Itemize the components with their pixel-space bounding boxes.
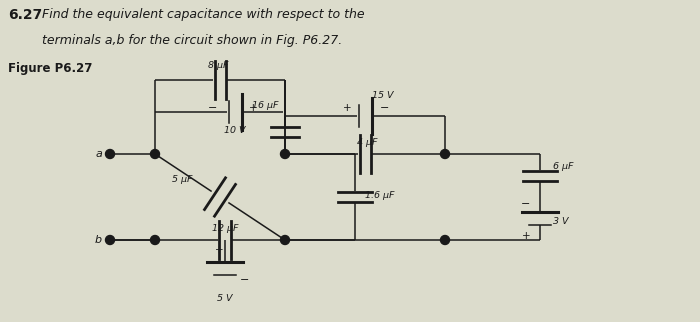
Circle shape (440, 235, 449, 244)
Text: 16 μF: 16 μF (253, 101, 279, 110)
Text: 5 V: 5 V (217, 294, 232, 303)
Text: +: + (522, 231, 531, 241)
Text: −: − (522, 199, 531, 209)
Text: +: + (343, 103, 351, 113)
Text: Find the equivalent capacitance with respect to the: Find the equivalent capacitance with res… (42, 8, 365, 21)
Text: 1.6 μF: 1.6 μF (365, 191, 395, 200)
Text: −: − (209, 103, 218, 113)
Circle shape (150, 149, 160, 158)
Text: Figure P6.27: Figure P6.27 (8, 62, 92, 75)
Text: 10 V: 10 V (224, 126, 246, 135)
Text: 8 μF: 8 μF (208, 61, 228, 70)
Circle shape (440, 149, 449, 158)
Text: b: b (95, 235, 102, 245)
Text: a: a (95, 149, 102, 159)
Circle shape (106, 235, 115, 244)
Text: terminals a,b for the circuit shown in Fig. P6.27.: terminals a,b for the circuit shown in F… (42, 34, 342, 47)
Text: 5 μF: 5 μF (172, 175, 193, 184)
Text: 12 μF: 12 μF (211, 224, 238, 233)
Text: 3 V: 3 V (553, 217, 568, 226)
Text: −: − (240, 275, 250, 285)
Circle shape (281, 235, 290, 244)
Text: 6 μF: 6 μF (553, 162, 573, 171)
Circle shape (281, 149, 290, 158)
Text: 15 V: 15 V (372, 91, 394, 100)
Text: 6.27: 6.27 (8, 8, 42, 22)
Text: +: + (248, 103, 258, 113)
Text: 4 μF: 4 μF (357, 138, 377, 147)
Circle shape (106, 149, 115, 158)
Text: +: + (215, 245, 223, 255)
Circle shape (150, 235, 160, 244)
Text: −: − (380, 103, 390, 113)
